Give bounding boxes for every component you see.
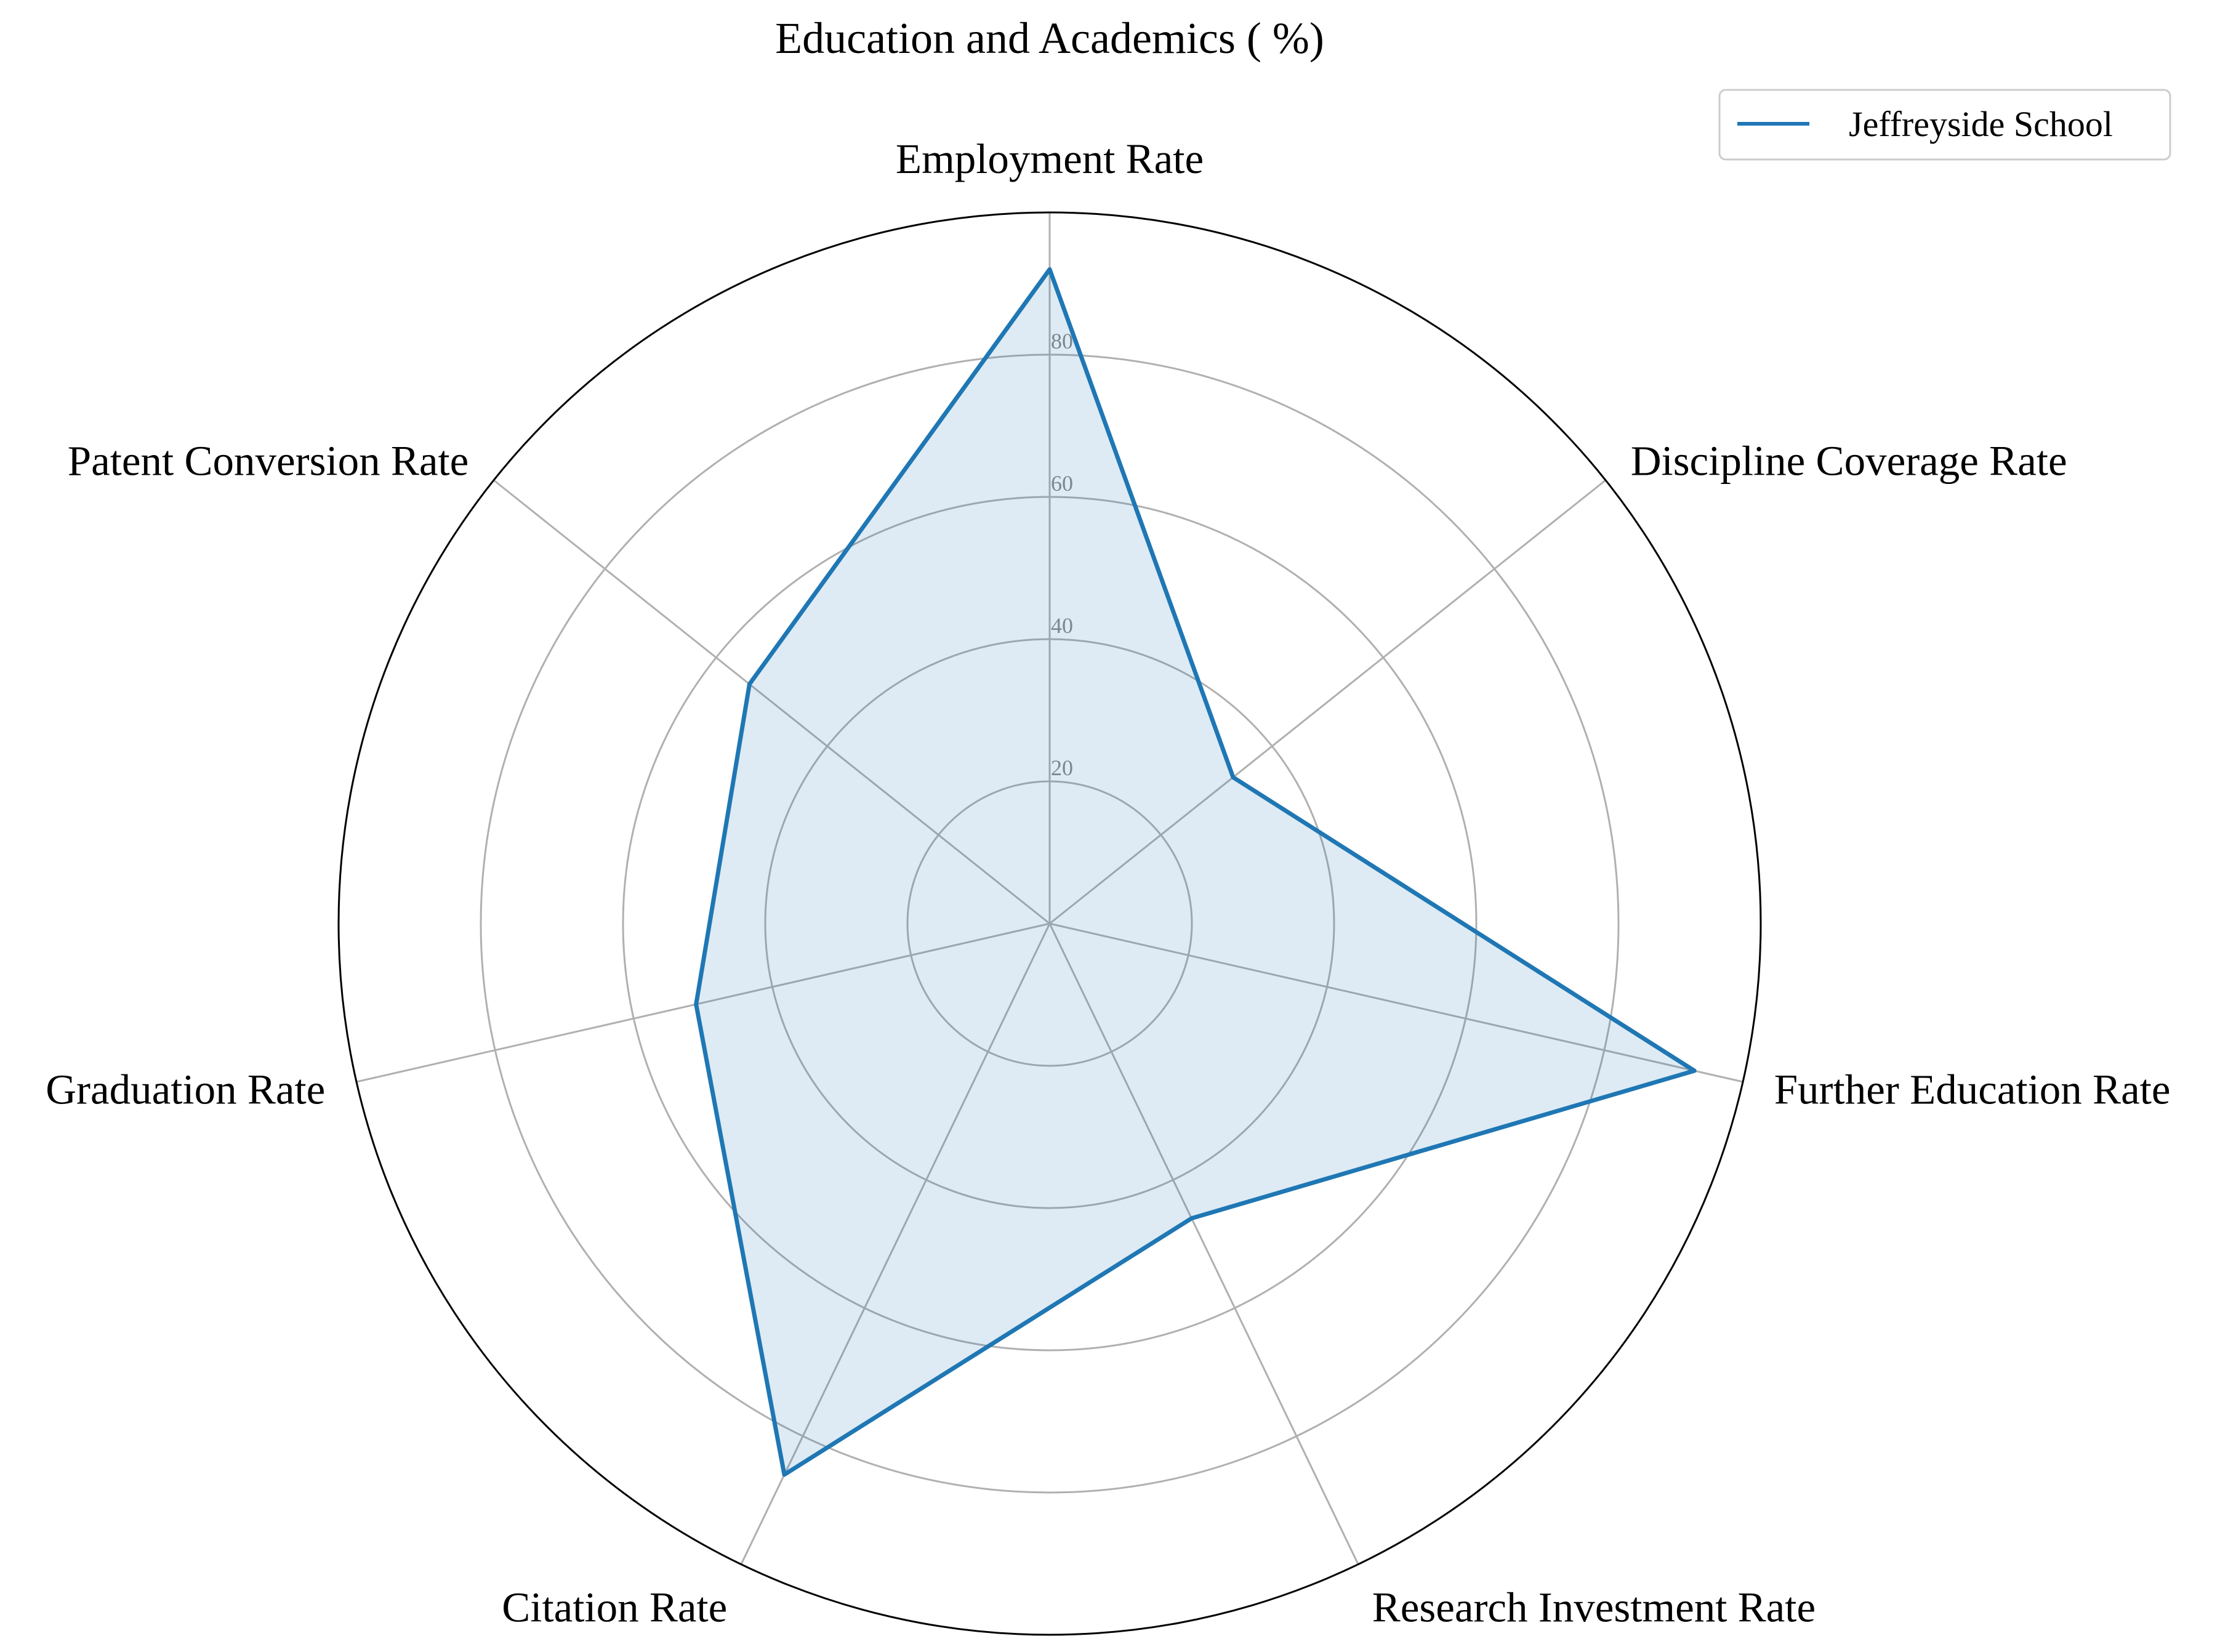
- axis-label-1: Discipline Coverage Rate: [1631, 437, 2067, 484]
- spoke-4: [740, 923, 1051, 1565]
- axis-label-5: Graduation Rate: [46, 1066, 325, 1113]
- radial-tick-labels: 20 40 60 80: [1051, 329, 1073, 780]
- axis-label-2: Further Education Rate: [1774, 1066, 2171, 1113]
- legend-label: Jeffreyside School: [1849, 104, 2113, 144]
- axis-label-0: Employment Rate: [896, 135, 1204, 182]
- radial-tick-label-60: 60: [1051, 471, 1073, 496]
- legend-frame: [1718, 89, 2171, 161]
- series-line-0: [694, 267, 1697, 1477]
- spoke-2: [1049, 922, 1743, 1083]
- radial-tick-label-80: 80: [1051, 329, 1073, 353]
- axis-label-3: Research Investment Rate: [1372, 1584, 1816, 1631]
- chart-title: Education and Academics ( %): [775, 14, 1324, 63]
- axis-labels: Employment Rate Discipline Coverage Rate F…: [46, 135, 2170, 1631]
- spoke-1: [1049, 479, 1606, 925]
- outer-frame: [337, 211, 1762, 1636]
- spoke-6: [493, 479, 1050, 925]
- radial-tick-label-20: 20: [1051, 755, 1073, 780]
- outer-circle: [337, 211, 1762, 1636]
- axis-spokes: [356, 212, 1743, 1565]
- series-layer: [694, 267, 1697, 1477]
- spoke-3: [1048, 923, 1359, 1565]
- legend: Jeffreyside School: [1718, 89, 2171, 161]
- axis-label-6: Patent Conversion Rate: [68, 437, 469, 484]
- spoke-5: [356, 922, 1050, 1083]
- axis-label-4: Citation Rate: [502, 1584, 727, 1631]
- series-fill-0: [696, 269, 1695, 1475]
- radial-tick-label-40: 40: [1051, 613, 1073, 638]
